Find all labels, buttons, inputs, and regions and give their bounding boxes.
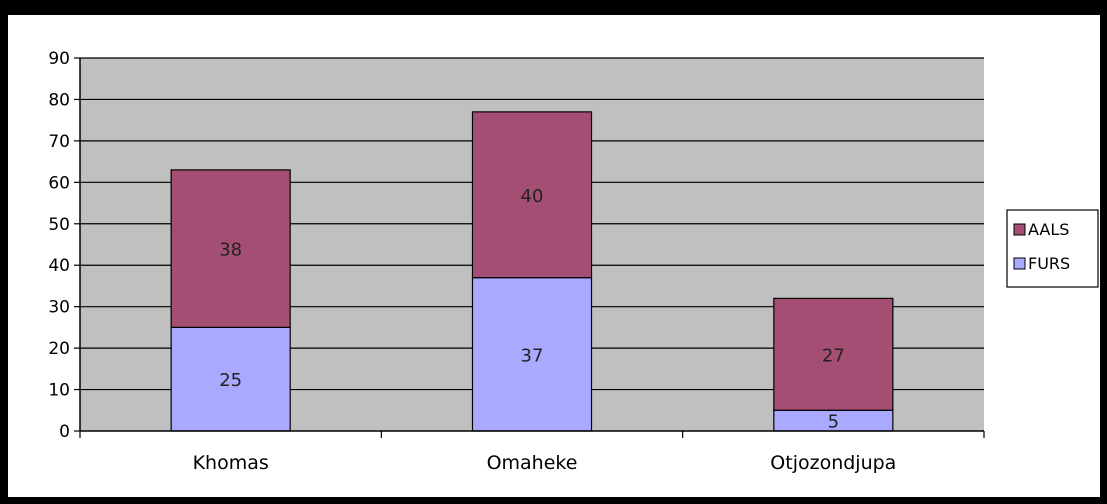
y-tick-label: 0 bbox=[59, 422, 70, 442]
legend-box bbox=[1006, 209, 1099, 288]
bar-aals bbox=[471, 111, 593, 279]
chart-frame: 25 38 37 40 5 27 0 10 20 30 40 50 60 70 80 90 Khomas Oma… bbox=[8, 15, 1100, 497]
bar-value-label: 27 bbox=[822, 345, 845, 366]
category-label: Omaheke bbox=[487, 452, 578, 474]
bar-value-label: 40 bbox=[521, 186, 544, 207]
legend-label-furs: FURS bbox=[1028, 254, 1070, 273]
y-tick-label: 20 bbox=[48, 339, 70, 359]
y-tick-label: 50 bbox=[48, 215, 70, 235]
legend-label-aals: AALS bbox=[1028, 220, 1069, 239]
category-label: Khomas bbox=[193, 452, 269, 474]
legend-swatch-aals bbox=[1013, 223, 1026, 236]
axes: 0 10 20 30 40 50 60 70 80 90 Khomas Omaheke Otjozond… bbox=[48, 49, 985, 474]
y-tick-label: 30 bbox=[48, 298, 70, 318]
bar-value-label: 37 bbox=[521, 345, 544, 366]
legend: AALS FURS bbox=[1006, 209, 1099, 288]
bar-furs bbox=[471, 277, 593, 432]
bar-aals bbox=[170, 169, 291, 328]
bar-value-label: 5 bbox=[828, 412, 839, 433]
bar-aals bbox=[773, 297, 894, 411]
bar-value-label: 25 bbox=[219, 370, 242, 391]
category-label: Otjozondjupa bbox=[770, 452, 896, 474]
bars: 25 38 37 40 5 27 bbox=[170, 111, 894, 433]
bar-value-label: 38 bbox=[219, 240, 242, 261]
y-tick-label: 60 bbox=[48, 173, 70, 193]
bar-furs bbox=[170, 326, 291, 432]
y-tick-label: 40 bbox=[48, 256, 70, 276]
y-tick-label: 70 bbox=[48, 132, 70, 152]
y-tick-label: 90 bbox=[48, 49, 70, 69]
y-tick-label: 80 bbox=[48, 90, 70, 110]
y-tick-label: 10 bbox=[48, 381, 70, 401]
legend-swatch-furs bbox=[1013, 257, 1026, 270]
stacked-bar-chart: 25 38 37 40 5 27 0 10 20 30 40 50 60 70 80 90 Khomas Oma… bbox=[48, 49, 1099, 474]
